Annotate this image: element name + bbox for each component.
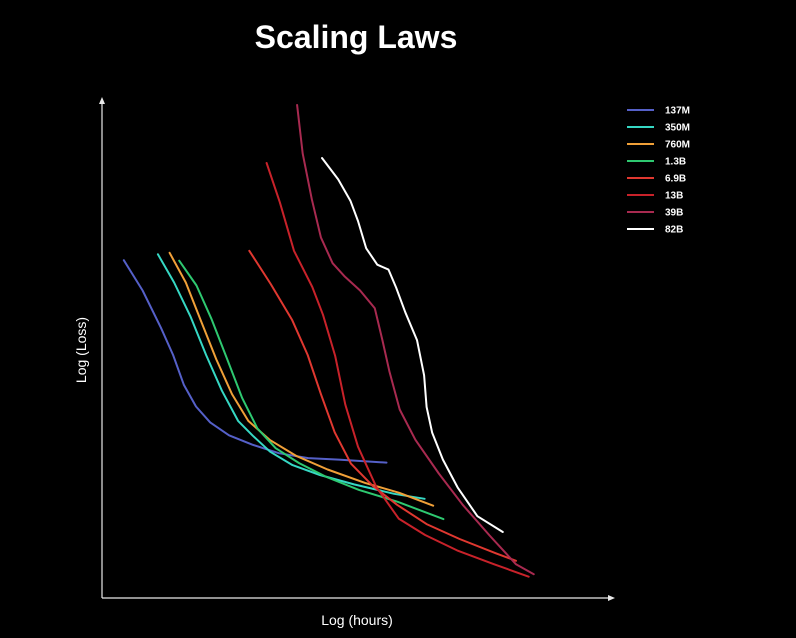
legend-item: 13B [627, 191, 683, 202]
series-line-13b [265, 162, 530, 578]
chart-title: Scaling Laws [255, 19, 458, 55]
series-line-350m [156, 253, 426, 500]
legend-label: 6.9B [665, 174, 686, 185]
series-line-1-3b [178, 259, 445, 521]
y-axis-label: Log (Loss) [73, 317, 89, 383]
series-lines [122, 104, 535, 578]
legend-item: 6.9B [627, 174, 686, 185]
legend-item: 1.3B [627, 157, 686, 168]
legend-item: 39B [627, 208, 683, 219]
series-line-6-9b [248, 249, 517, 562]
legend-label: 82B [665, 225, 683, 236]
legend-item: 350M [627, 123, 690, 134]
legend-item: 137M [627, 106, 690, 117]
x-axis-arrow-icon [608, 595, 615, 601]
legend-item: 760M [627, 140, 690, 151]
series-line-137m [122, 259, 388, 464]
legend-label: 760M [665, 140, 690, 151]
y-axis [99, 97, 105, 598]
legend-label: 13B [665, 191, 683, 202]
x-axis-label: Log (hours) [321, 612, 393, 628]
legend-item: 82B [627, 225, 683, 236]
legend-label: 137M [665, 106, 690, 117]
legend-label: 1.3B [665, 157, 686, 168]
x-axis [102, 595, 615, 601]
series-line-82b [321, 157, 504, 533]
series-line-39b [296, 104, 535, 576]
legend: 137M 350M 760M 1.3B 6.9B 13B 39B 82B [627, 106, 690, 236]
y-axis-arrow-icon [99, 97, 105, 104]
legend-label: 39B [665, 208, 683, 219]
legend-label: 350M [665, 123, 690, 134]
